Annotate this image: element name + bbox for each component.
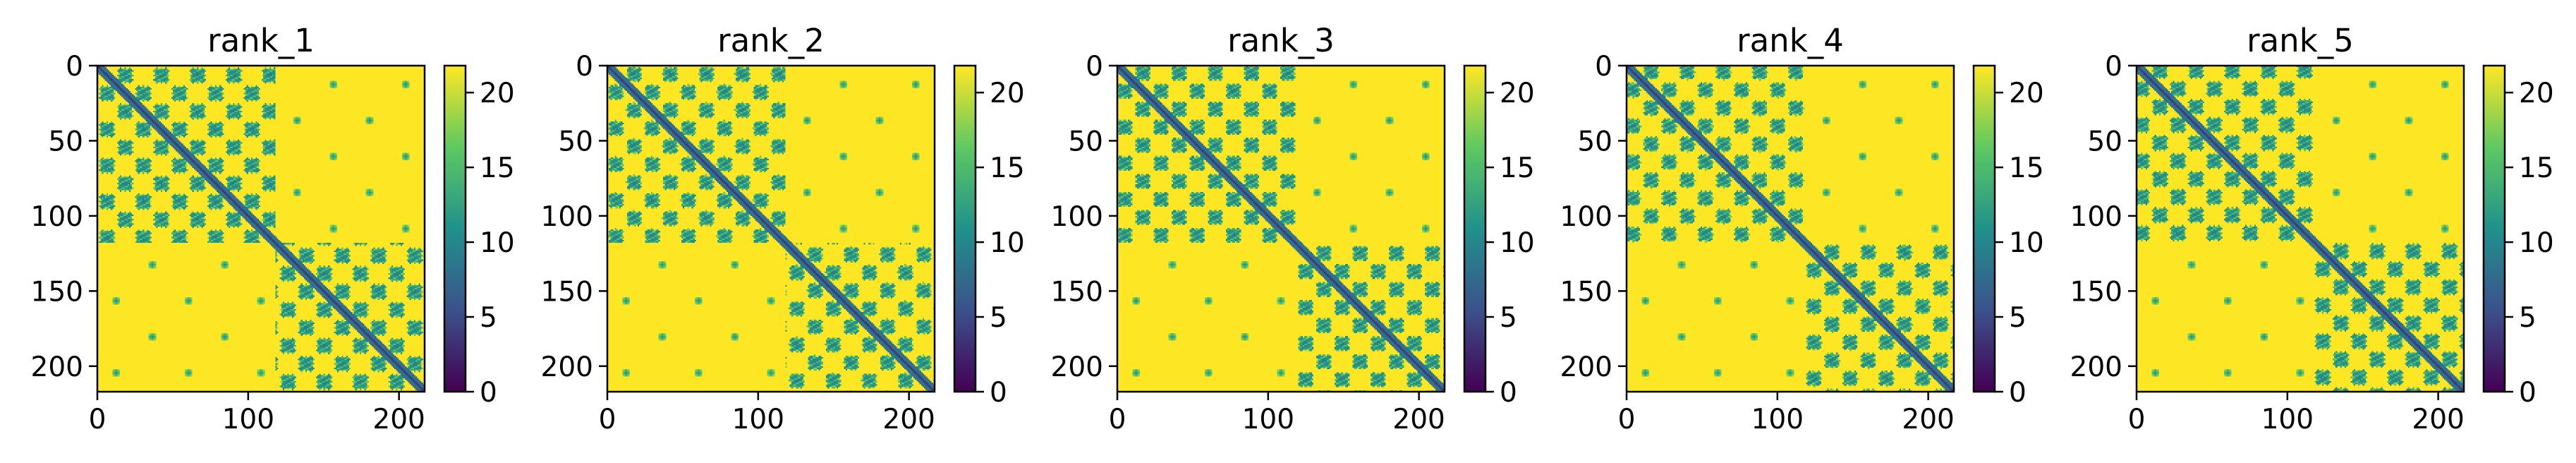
x-tick-label: 100: [2261, 404, 2314, 435]
colorbar-frame: [1972, 64, 1996, 393]
panel-title: rank_5: [2247, 22, 2354, 59]
axes-frame: [2135, 64, 2465, 393]
colorbar-gradient: [954, 66, 976, 392]
x-tick-label: 200: [882, 404, 935, 435]
colorbar-gradient: [1464, 66, 1486, 392]
panel-title: rank_1: [207, 22, 315, 59]
heatmap-image: [1117, 66, 1445, 392]
y-tick-label: 150: [541, 276, 593, 308]
x-tick-label: 100: [732, 404, 784, 435]
y-tick-label: 50: [2087, 126, 2122, 157]
x-tick-label: 0: [1109, 404, 1126, 435]
heatmap-image: [2137, 66, 2464, 392]
y-tick-label: 100: [2070, 201, 2122, 233]
y-tick-label: 0: [2105, 51, 2122, 83]
y-tick-label: 200: [2070, 351, 2122, 383]
y-tick-label: 200: [1560, 351, 1612, 383]
axes-frame: [1116, 64, 1446, 393]
colorbar-gradient: [2484, 66, 2505, 392]
colorbar-tick-label: 10: [1500, 227, 1535, 259]
x-tick-label: 200: [1392, 404, 1445, 435]
x-tick-label: 0: [1618, 404, 1636, 435]
colorbar-tick-label: 5: [480, 302, 497, 334]
y-tick-label: 0: [66, 51, 83, 83]
panel-title: rank_4: [1737, 22, 1844, 59]
axes-frame: [606, 64, 936, 393]
x-tick-label: 100: [1242, 404, 1294, 435]
axes-frame: [1625, 64, 1955, 393]
x-tick-label: 100: [222, 404, 274, 435]
colorbar-tick-label: 10: [990, 227, 1025, 259]
colorbar-frame: [953, 64, 977, 393]
heatmap-image: [607, 66, 935, 392]
colorbar-tick-label: 0: [990, 377, 1007, 409]
colorbar-tick-label: 0: [480, 377, 497, 409]
y-tick-label: 0: [1086, 51, 1103, 83]
colorbar-tick-label: 20: [2009, 78, 2044, 109]
colorbar-tick-label: 5: [2519, 302, 2536, 334]
axes-frame: [96, 64, 426, 393]
x-tick-label: 200: [372, 404, 425, 435]
colorbar-tick-label: 10: [2519, 227, 2554, 259]
y-tick-label: 200: [1051, 351, 1103, 383]
heatmap-image: [1627, 66, 1954, 392]
x-tick-label: 200: [1902, 404, 1954, 435]
colorbar-gradient: [1974, 66, 1995, 392]
y-tick-label: 200: [31, 351, 83, 383]
colorbar-tick-label: 15: [1500, 152, 1535, 184]
y-tick-label: 50: [48, 126, 83, 157]
colorbar-tick-label: 10: [480, 227, 515, 259]
colorbar-frame: [443, 64, 467, 393]
colorbar-tick-label: 0: [2009, 377, 2027, 409]
y-tick-label: 150: [31, 276, 83, 308]
colorbar-tick-label: 20: [1500, 78, 1535, 109]
colorbar-tick-label: 5: [990, 302, 1007, 334]
colorbar-tick-label: 5: [1500, 302, 1517, 334]
y-tick-label: 100: [1051, 201, 1103, 233]
y-tick-label: 0: [1595, 51, 1612, 83]
colorbar-frame: [2482, 64, 2506, 393]
y-tick-label: 50: [558, 126, 593, 157]
colorbar-tick-label: 20: [480, 78, 515, 109]
colorbar-frame: [1463, 64, 1487, 393]
colorbar-tick-label: 15: [990, 152, 1025, 184]
y-tick-label: 100: [31, 201, 83, 233]
y-tick-label: 100: [1560, 201, 1612, 233]
colorbar-tick-label: 5: [2009, 302, 2027, 334]
y-tick-label: 150: [1560, 276, 1612, 308]
heatmap-image: [97, 66, 425, 392]
colorbar-gradient: [444, 66, 466, 392]
panel-title: rank_3: [1227, 22, 1335, 59]
colorbar-tick-label: 0: [2519, 377, 2536, 409]
colorbar-tick-label: 15: [2519, 152, 2554, 184]
y-tick-label: 0: [576, 51, 593, 83]
y-tick-label: 150: [2070, 276, 2122, 308]
x-tick-label: 100: [1751, 404, 1804, 435]
colorbar-tick-label: 20: [990, 78, 1025, 109]
colorbar-tick-label: 0: [1500, 377, 1517, 409]
panel-title: rank_2: [717, 22, 825, 59]
y-tick-label: 150: [1051, 276, 1103, 308]
x-tick-label: 200: [2412, 404, 2464, 435]
x-tick-label: 0: [89, 404, 107, 435]
colorbar-tick-label: 20: [2519, 78, 2554, 109]
colorbar-tick-label: 15: [480, 152, 515, 184]
x-tick-label: 0: [599, 404, 616, 435]
y-tick-label: 100: [541, 201, 593, 233]
colorbar-tick-label: 15: [2009, 152, 2044, 184]
x-tick-label: 0: [2128, 404, 2146, 435]
colorbar-tick-label: 10: [2009, 227, 2044, 259]
y-tick-label: 200: [541, 351, 593, 383]
y-tick-label: 50: [1577, 126, 1612, 157]
y-tick-label: 50: [1068, 126, 1103, 157]
